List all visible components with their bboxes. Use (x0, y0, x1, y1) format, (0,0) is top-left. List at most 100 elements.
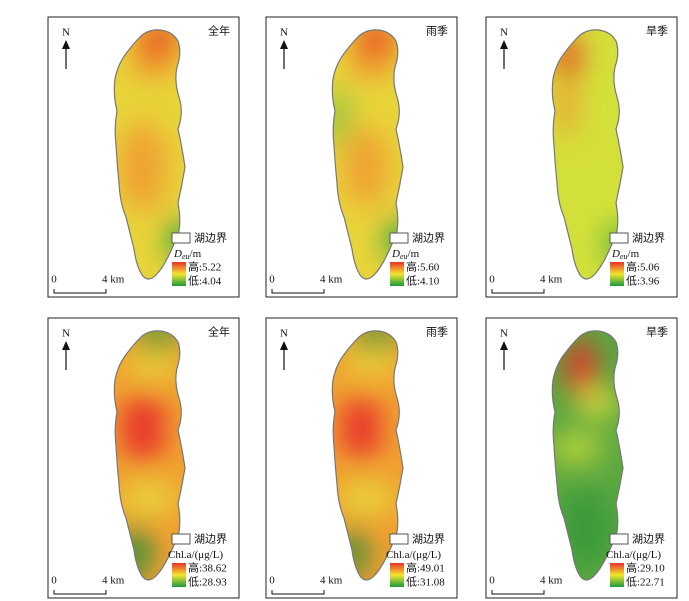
lake-boundary (551, 330, 624, 581)
lake-blob (121, 394, 165, 462)
boundary-label: 湖边界 (632, 533, 665, 546)
variable-label: Chl.a/(μg/L) (606, 549, 661, 561)
variable-sub: eu (400, 252, 408, 261)
north-arrow-head (280, 40, 288, 49)
season-label: 雨季 (426, 326, 448, 339)
scale-bar (271, 289, 325, 294)
color-ramp (172, 563, 186, 587)
variable-label: Chl.a/(μg/L) (386, 549, 441, 561)
variable-unit: /m (408, 248, 420, 260)
low-label: 低:22.71 (626, 576, 665, 589)
north-label: N (62, 328, 70, 340)
lake-blob (565, 338, 597, 398)
north-arrow-head (62, 341, 70, 350)
scale-start: 0 (51, 274, 57, 286)
variable-label: Deu/m (611, 248, 640, 261)
variable-label: Deu/m (391, 248, 420, 261)
north-arrow-head (500, 341, 508, 350)
color-ramp (390, 262, 404, 286)
scale-start: 0 (51, 575, 57, 587)
scale-end: 4 km (320, 575, 343, 587)
north-label: N (500, 27, 508, 39)
high-label: 高:5.06 (626, 260, 660, 274)
lake-blob (341, 396, 381, 460)
high-label: 高:38.62 (188, 561, 227, 575)
color-ramp (610, 563, 624, 587)
high-label: 高:29.10 (626, 561, 665, 575)
variable-main: Chl.a/(μg/L) (606, 549, 661, 561)
scale-end: 4 km (102, 575, 125, 587)
north-label: N (500, 328, 508, 340)
season-label: 雨季 (426, 25, 448, 38)
variable-label: Chl.a/(μg/L) (168, 549, 223, 561)
variable-main: D (173, 248, 182, 260)
low-label: 低:28.93 (188, 576, 227, 589)
north-arrow-head (62, 40, 70, 49)
boundary-label: 湖边界 (194, 232, 227, 245)
lake-boundary (113, 29, 186, 280)
color-ramp (172, 262, 186, 286)
lake-boundary (331, 29, 404, 280)
season-label: 旱季 (646, 25, 668, 38)
lake-blob (350, 48, 394, 76)
variable-unit: /m (628, 248, 640, 260)
boundary-label: 湖边界 (632, 232, 665, 245)
lake-blob (123, 356, 183, 376)
variable-main: D (611, 248, 620, 260)
variable-unit: /m (190, 248, 202, 260)
lake-blob (552, 434, 604, 462)
boundary-label: 湖边界 (412, 533, 445, 546)
lake-blob (336, 482, 396, 514)
lake-blob (344, 127, 388, 207)
season-label: 全年 (208, 325, 230, 339)
high-label: 高:5.60 (406, 260, 440, 274)
scale-end: 4 km (102, 274, 125, 286)
high-label: 高:5.22 (188, 260, 221, 274)
boundary-swatch (609, 232, 629, 244)
scale-start: 0 (269, 575, 275, 587)
lake-blob (556, 77, 576, 137)
low-label: 低:4.04 (188, 275, 222, 288)
lake-blob (119, 122, 167, 212)
north-label: N (280, 27, 288, 39)
north-label: N (62, 27, 70, 39)
scale-start: 0 (489, 575, 495, 587)
low-label: 低:3.96 (626, 275, 660, 288)
variable-main: Chl.a/(μg/L) (386, 549, 441, 561)
lake-blob (352, 330, 400, 348)
scale-bar (271, 590, 325, 595)
boundary-swatch (389, 533, 409, 545)
variable-main: D (391, 248, 400, 260)
lake-blob (134, 330, 182, 348)
scale-start: 0 (269, 274, 275, 286)
boundary-swatch (171, 533, 191, 545)
lake-boundary (113, 330, 186, 581)
variable-main: Chl.a/(μg/L) (168, 549, 223, 561)
lake-blob (560, 488, 612, 568)
low-label: 低:4.10 (406, 275, 440, 288)
lake-blob (341, 353, 401, 373)
season-label: 全年 (208, 24, 230, 38)
variable-sub: eu (620, 252, 628, 261)
lake-blob (578, 389, 618, 417)
boundary-label: 湖边界 (194, 533, 227, 546)
lake-blobs (118, 330, 183, 581)
scale-end: 4 km (540, 274, 563, 286)
scale-bar (491, 289, 545, 294)
north-arrow-head (500, 40, 508, 49)
variable-sub: eu (182, 252, 190, 261)
boundary-swatch (609, 533, 629, 545)
boundary-swatch (389, 232, 409, 244)
scale-bar (491, 590, 545, 595)
scale-end: 4 km (320, 274, 343, 286)
boundary-label: 湖边界 (412, 232, 445, 245)
variable-label: Deu/m (173, 248, 202, 261)
lake-boundary (551, 29, 624, 280)
